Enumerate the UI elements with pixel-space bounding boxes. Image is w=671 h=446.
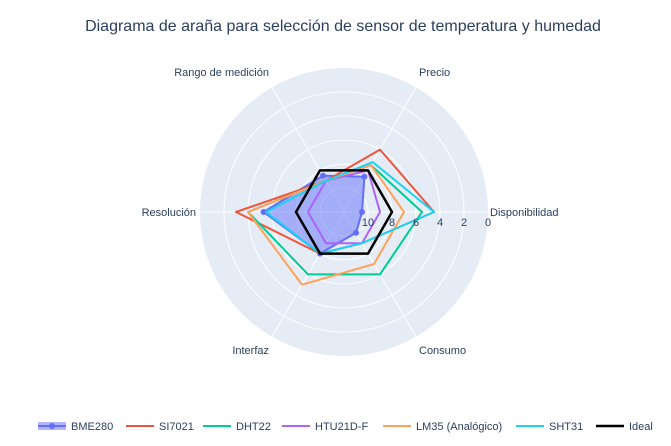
series-sht31: [265, 161, 435, 255]
series-point: [353, 229, 359, 236]
series-ideal: [294, 169, 394, 255]
legend: BME280 SI7021 DHT22 HTU21D-F LM35 (Analógico…: [38, 421, 653, 433]
polar-plot: 0 2 4 6 8 10 Disponibilidad Precio Rango de medi…: [142, 67, 559, 357]
legend-label: LM35 (Analógico): [416, 421, 502, 433]
legend-label: SI7021: [159, 421, 194, 433]
series-point: [320, 172, 326, 179]
chart-title: Diagrama de araña para selección de sens…: [85, 18, 601, 35]
legend-label: Ideal: [629, 421, 653, 433]
series-lm35-anal-gico-: [247, 164, 405, 286]
legend-label: SHT31: [549, 421, 583, 433]
series-point: [361, 173, 368, 180]
legend-label: HTU21D-F: [315, 421, 368, 433]
axis-label: Precio: [419, 67, 450, 79]
radial-tick-label: 0: [485, 217, 491, 229]
legend-marker: [49, 423, 55, 429]
radial-tick-label: 10: [362, 217, 374, 229]
radial-tick-label: 2: [461, 217, 467, 229]
series-point: [260, 209, 267, 215]
axis-label: Consumo: [419, 345, 466, 357]
legend-label: BME280: [71, 421, 113, 433]
axis-label: Rango de medición: [174, 67, 269, 79]
series-point: [359, 209, 365, 215]
radial-tick-label: 8: [389, 217, 395, 229]
legend-label: DHT22: [236, 421, 271, 433]
axis-label: Disponibilidad: [490, 207, 559, 219]
radial-tick-label: 4: [437, 217, 443, 229]
axis-label: Interfaz: [232, 345, 269, 357]
radial-tick-label: 6: [413, 217, 419, 229]
axis-label: Resolución: [142, 207, 196, 219]
